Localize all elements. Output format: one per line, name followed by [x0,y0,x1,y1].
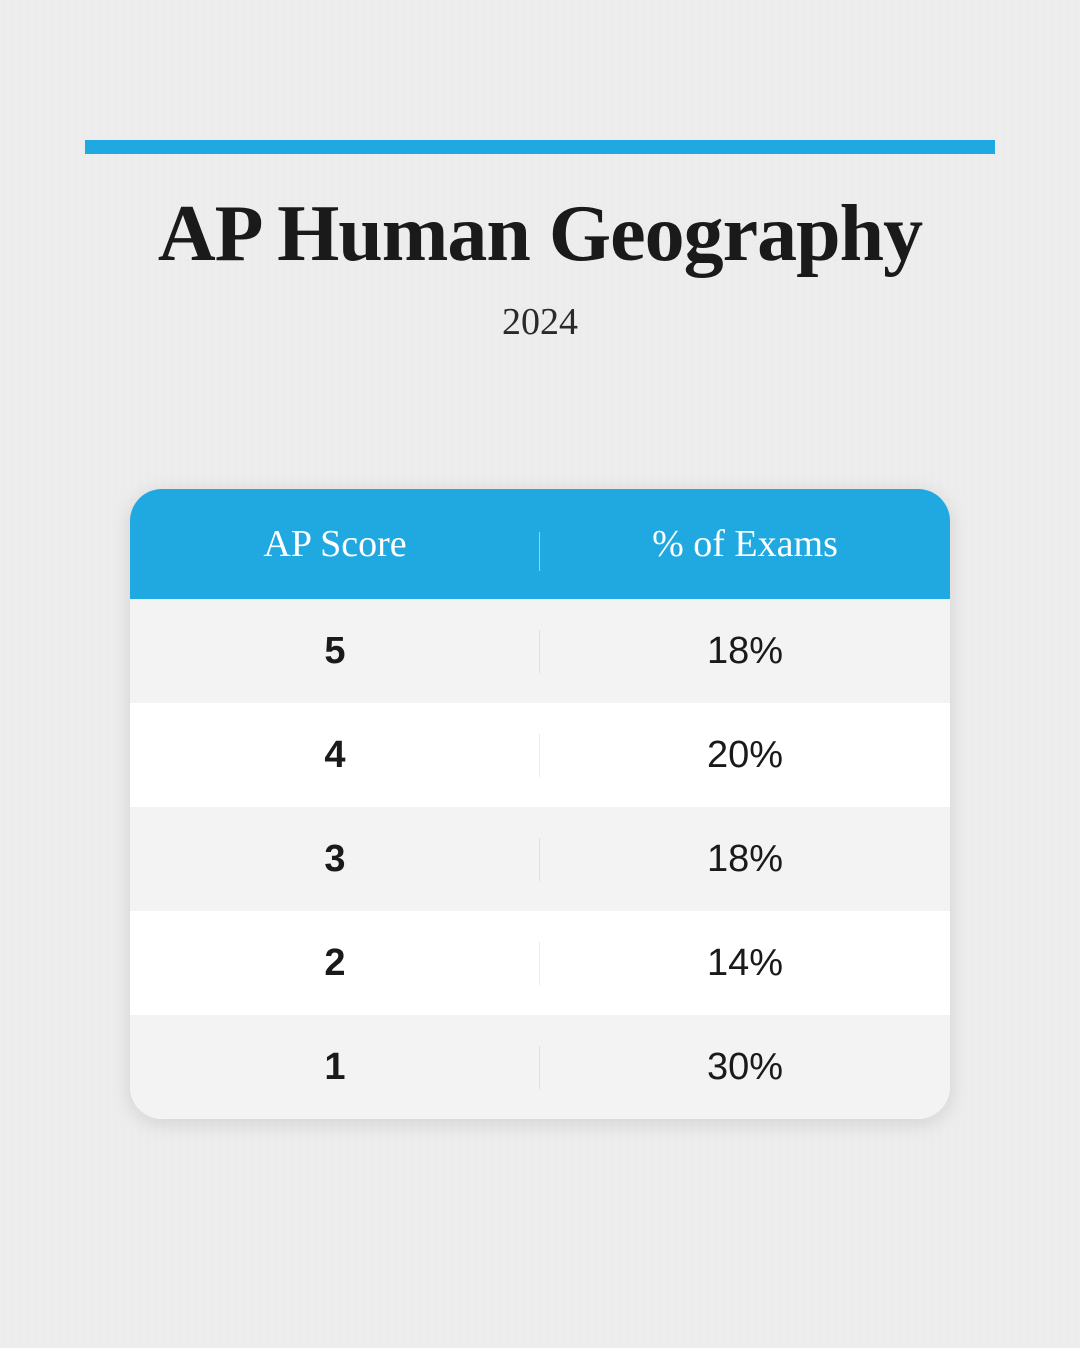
page-year: 2024 [85,300,995,344]
cell-score: 1 [130,1046,540,1089]
table-row: 5 18% [130,599,950,703]
cell-score: 3 [130,838,540,881]
cell-score: 2 [130,942,540,985]
cell-pct: 30% [540,1046,950,1089]
table-row: 2 14% [130,911,950,1015]
column-header-pct: % of Exams [540,522,950,566]
cell-pct: 14% [540,942,950,985]
column-header-score: AP Score [130,522,540,566]
header-accent-bar [85,140,995,154]
table-row: 4 20% [130,703,950,807]
cell-pct: 20% [540,734,950,777]
cell-pct: 18% [540,630,950,673]
cell-score: 4 [130,734,540,777]
table-row: 3 18% [130,807,950,911]
score-table: AP Score % of Exams 5 18% 4 20% 3 18% 2 … [130,489,950,1119]
table-header-row: AP Score % of Exams [130,489,950,599]
table-body: 5 18% 4 20% 3 18% 2 14% 1 30% [130,599,950,1119]
table-row: 1 30% [130,1015,950,1119]
cell-score: 5 [130,630,540,673]
page-title: AP Human Geography [85,189,995,280]
cell-pct: 18% [540,838,950,881]
